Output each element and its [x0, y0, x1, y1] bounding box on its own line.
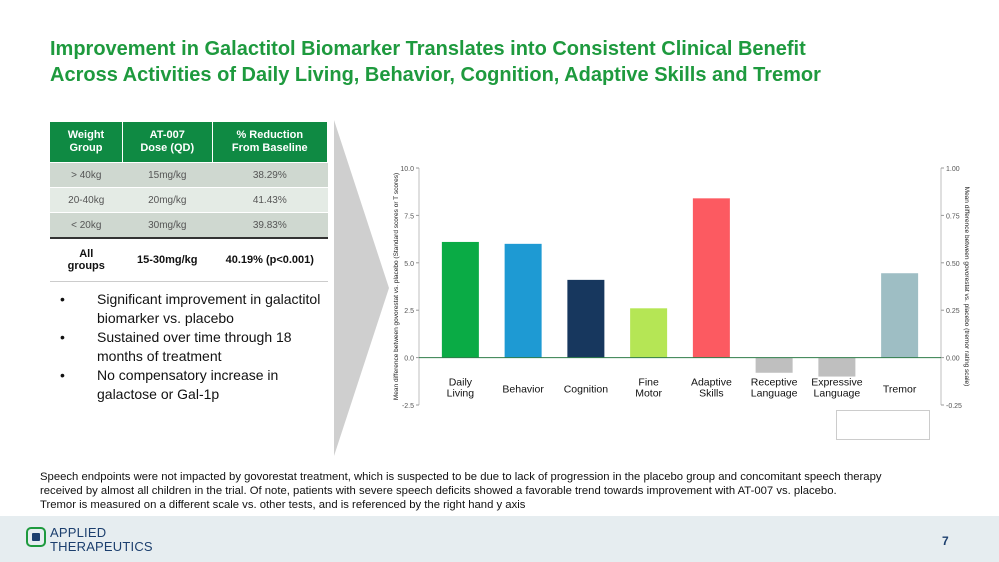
bullet-dot-icon: •: [60, 329, 65, 345]
cell-total-weight: All groups: [50, 237, 123, 282]
cell-weight: 20-40kg: [50, 187, 123, 213]
bar-4: [692, 198, 730, 358]
cell-reduction: 39.83%: [212, 212, 328, 238]
bullet-item: • No compensatory increase in galactose o…: [52, 366, 327, 404]
bullet-list: • Significant improvement in galactitol b…: [52, 290, 327, 404]
table-row: < 20kg 30mg/kg 39.83%: [50, 212, 328, 238]
company-logo-text: APPLIED THERAPEUTICS: [50, 526, 153, 554]
x-category-label: Motor: [635, 388, 662, 400]
x-category-label: Cognition: [564, 384, 609, 396]
bar-7: [881, 273, 919, 358]
cell-weight: < 20kg: [50, 212, 123, 238]
cell-dose: 15mg/kg: [122, 162, 213, 188]
x-category-label: Tremor: [883, 384, 917, 396]
bullet-text: Sustained over time through 18 months of…: [97, 329, 292, 364]
logo-line-2: THERAPEUTICS: [50, 539, 153, 554]
y2-tick-label: 0.25: [946, 308, 960, 315]
cell-reduction: 38.29%: [212, 162, 328, 188]
page-title-line-2: Across Activities of Daily Living, Behav…: [50, 64, 821, 86]
bar-0: [441, 241, 479, 358]
y2-axis-label: Mean difference between govorestat vs. p…: [963, 187, 970, 387]
header-dose: AT-007 Dose (QD): [122, 122, 213, 163]
bullet-dot-icon: •: [60, 367, 65, 383]
y2-tick-label: -0.25: [946, 403, 962, 410]
cell-reduction: 41.43%: [212, 187, 328, 213]
x-category-label: Fine: [638, 377, 659, 389]
y-tick-label: -2.5: [402, 403, 414, 410]
bullet-item: • Significant improvement in galactitol b…: [52, 290, 327, 328]
y-axis-label: Mean difference between govorestat vs. p…: [393, 173, 400, 400]
bullet-text: Significant improvement in galactitol bi…: [97, 291, 321, 326]
table-row: > 40kg 15mg/kg 38.29%: [50, 162, 328, 188]
x-category-label: Language: [814, 388, 861, 400]
bar-chart: 10.0 7.5 5.0 2.5 0.0 -2.5 1.00 0.75 0.50 0.25 0.00…: [393, 166, 970, 410]
y-tick-label: 0.0: [404, 356, 414, 363]
bar-6: [818, 357, 856, 377]
footnote-line-1: Speech endpoints were not impacted by go…: [40, 471, 882, 483]
page-title: Improvement in Galactitol Biomarker Tran…: [50, 36, 970, 88]
footnote: Speech endpoints were not impacted by go…: [40, 470, 980, 512]
y-tick-label: 7.5: [404, 213, 414, 220]
bar-3: [630, 308, 668, 358]
x-category-label: Living: [447, 388, 475, 400]
x-category-label: Expressive: [811, 377, 863, 389]
y2-tick-label: 0.50: [946, 261, 960, 268]
x-category-label: Receptive: [751, 377, 798, 389]
footnote-line-3: Tremor is measured on a different scale …: [40, 499, 526, 511]
legend-box: [836, 410, 930, 440]
cell-total-reduction: 40.19% (p<0.001): [212, 237, 328, 282]
bar-2: [567, 279, 605, 358]
cell-total-dose: 15-30mg/kg: [122, 237, 213, 282]
x-category-label: Daily: [449, 377, 473, 389]
cell-weight: > 40kg: [50, 162, 123, 188]
table-row: 20-40kg 20mg/kg 41.43%: [50, 187, 328, 213]
y2-tick-label: 0.00: [946, 356, 960, 363]
footnote-line-2: received by almost all children in the t…: [40, 485, 837, 497]
header-weight-group: Weight Group: [50, 122, 123, 163]
chevron-arrow-icon: [334, 120, 389, 456]
bullet-item: • Sustained over time through 18 months o…: [52, 328, 327, 366]
bullet-text: No compensatory increase in galactose or…: [97, 367, 279, 402]
table-total-row: All groups 15-30mg/kg 40.19% (p<0.001): [50, 237, 328, 282]
y2-tick-label: 1.00: [946, 166, 960, 173]
cell-dose: 30mg/kg: [122, 212, 213, 238]
x-category-label: Adaptive: [691, 377, 732, 389]
x-category-label: Skills: [699, 388, 724, 400]
logo-line-1: APPLIED: [50, 525, 107, 540]
y-tick-label: 2.5: [404, 308, 414, 315]
page-number: 7: [942, 534, 949, 548]
bar-5: [755, 357, 793, 373]
dose-table: Weight Group AT-007 Dose (QD) % Reduction F…: [50, 122, 329, 282]
x-category-label: Behavior: [502, 384, 544, 396]
header-reduction: % Reduction From Baseline: [212, 122, 329, 163]
bar-1: [504, 243, 542, 358]
company-logo-icon: [26, 527, 46, 547]
y-tick-label: 10.0: [400, 166, 414, 173]
page-title-line-1: Improvement in Galactitol Biomarker Tran…: [50, 38, 806, 60]
dose-table-header-row: Weight Group AT-007 Dose (QD) % Reduction F…: [50, 122, 329, 163]
footer-band: [0, 516, 999, 562]
x-category-label: Language: [751, 388, 798, 400]
y2-tick-label: 0.75: [946, 213, 960, 220]
cell-dose: 20mg/kg: [122, 187, 213, 213]
bullet-dot-icon: •: [60, 291, 65, 307]
y-tick-label: 5.0: [404, 261, 414, 268]
